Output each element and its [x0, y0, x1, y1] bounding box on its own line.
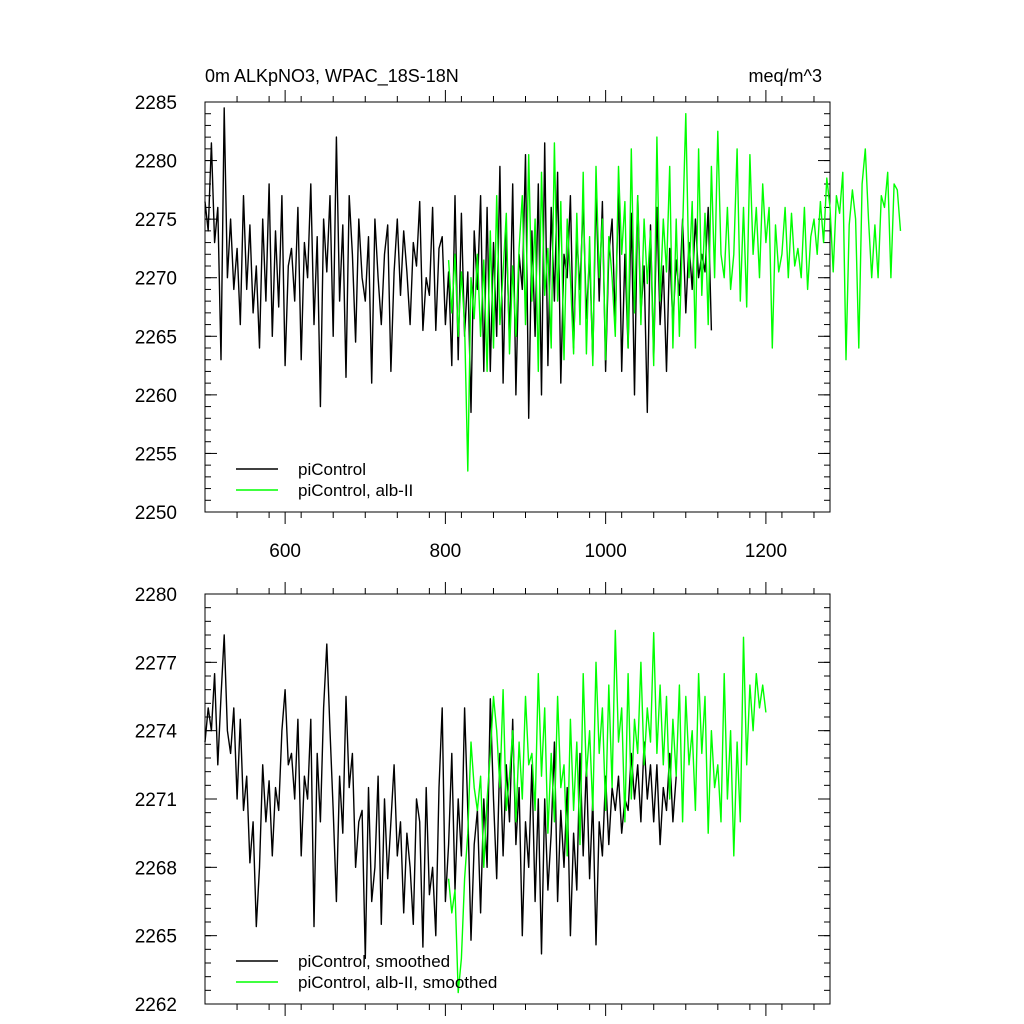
top-panel-units: meq/m^3 — [749, 66, 822, 86]
legend-label-picontrol-alb-ii-smoothed: piControl, alb-II, smoothed — [298, 973, 497, 992]
x-tick-label: 600 — [269, 541, 301, 562]
series-line-picontrol-alb-ii-smoothed — [447, 629, 767, 994]
top-panel: 0m ALKpNO3, WPAC_18S-18N meq/m^3 2250225… — [135, 66, 902, 562]
y-tick-label: 2274 — [135, 722, 178, 743]
y-tick-label: 2250 — [135, 503, 177, 524]
top-panel-axes: 2250 2255 2260 2265 2270 2275 2280 2285 600 800 10… — [135, 90, 831, 562]
y-tick-label: 2255 — [135, 444, 177, 465]
y-tick-label: 2285 — [135, 93, 177, 114]
bottom-panel-axes: 2262 2265 2268 2271 2274 2277 2280 — [135, 582, 831, 1016]
x-tick-label: 800 — [430, 541, 462, 562]
top-panel-legend: piControl piControl, alb-II — [236, 460, 413, 500]
plot-frame — [204, 101, 831, 513]
y-tick-label: 2280 — [135, 585, 177, 606]
series-line-picontrol-alb-ii — [447, 112, 902, 472]
y-tick-label: 2277 — [135, 653, 177, 674]
legend-label-picontrol-alb-ii: piControl, alb-II — [298, 481, 413, 500]
y-tick-label: 2271 — [135, 790, 177, 811]
bottom-panel-series — [204, 629, 767, 994]
y-tick-label: 2280 — [135, 152, 177, 173]
legend-label-picontrol-smoothed: piControl, smoothed — [298, 952, 450, 971]
y-tick-label: 2260 — [135, 386, 177, 407]
series-line-picontrol-smoothed — [204, 634, 677, 960]
y-tick-label: 2265 — [135, 927, 177, 948]
x-tick-label: 1000 — [585, 541, 627, 562]
legend-label-picontrol: piControl — [298, 460, 366, 479]
top-panel-title: 0m ALKpNO3, WPAC_18S-18N — [205, 66, 459, 87]
y-tick-label: 2265 — [135, 327, 177, 348]
y-tick-label: 2268 — [135, 858, 177, 879]
y-tick-label: 2270 — [135, 269, 177, 290]
bottom-panel-legend: piControl, smoothed piControl, alb-II, s… — [236, 952, 497, 992]
y-tick-label: 2275 — [135, 210, 177, 231]
bottom-panel: 2262 2265 2268 2271 2274 2277 2280 piControl, … — [135, 582, 831, 1016]
top-panel-series — [204, 107, 902, 472]
x-tick-label: 1200 — [745, 541, 787, 562]
y-tick-label: 2262 — [135, 995, 177, 1016]
